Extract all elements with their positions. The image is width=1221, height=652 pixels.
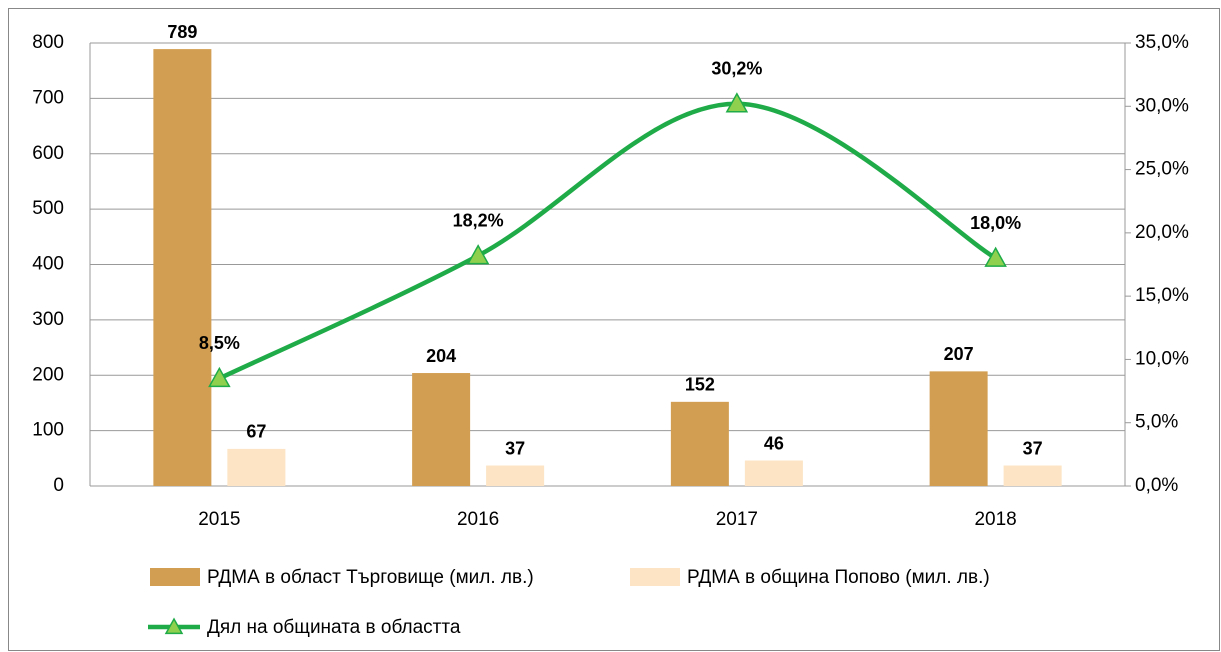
- bar: [153, 49, 212, 487]
- line-value-label: 8,5%: [199, 333, 240, 353]
- x-tick-label: 2016: [457, 509, 499, 530]
- legend-marker: [164, 617, 184, 635]
- line-marker: [208, 366, 231, 388]
- y2-tick-label: 35,0%: [1135, 32, 1189, 53]
- line-value-label: 18,2%: [453, 210, 504, 230]
- line-value-label: 18,0%: [970, 213, 1021, 233]
- y2-tick-label: 10,0%: [1135, 348, 1189, 369]
- x-tick-label: 2018: [974, 509, 1016, 530]
- line-marker: [466, 244, 490, 265]
- y-tick-label: 500: [32, 198, 64, 219]
- bar: [486, 465, 545, 486]
- x-tick-label: 2015: [198, 509, 240, 530]
- bar: [1003, 465, 1062, 486]
- x-tick-label: 2017: [716, 509, 758, 530]
- y2-tick-label: 30,0%: [1135, 95, 1189, 116]
- y2-tick-label: 0,0%: [1135, 475, 1178, 496]
- bar-value-label: 67: [246, 422, 266, 442]
- bar: [929, 371, 988, 486]
- bar: [670, 401, 729, 486]
- legend-label: РДМА в община Попово (мил. лв.): [687, 567, 990, 588]
- y-tick-label: 400: [32, 254, 64, 275]
- bar-value-label: 37: [505, 438, 525, 458]
- y-tick-label: 700: [32, 87, 64, 108]
- y-tick-label: 0: [53, 475, 64, 496]
- legend-label: РДМА в област Търговище (мил. лв.): [207, 567, 534, 588]
- bar: [227, 448, 286, 486]
- y-tick-label: 600: [32, 143, 64, 164]
- legend-label: Дял на общината в областта: [207, 617, 461, 638]
- bar: [412, 373, 471, 486]
- y-tick-label: 100: [32, 420, 64, 441]
- line-marker: [984, 246, 1007, 267]
- bar: [744, 460, 803, 486]
- y2-tick-label: 5,0%: [1135, 412, 1178, 433]
- bar-value-label: 789: [167, 22, 197, 42]
- y-tick-label: 200: [32, 364, 64, 385]
- y-tick-label: 800: [32, 32, 64, 53]
- line-value-label: 30,2%: [711, 59, 762, 79]
- bar-value-label: 152: [685, 375, 715, 395]
- bar-value-label: 207: [944, 344, 974, 364]
- bar-value-label: 46: [764, 433, 784, 453]
- line: [218, 101, 997, 381]
- legend-swatch: [630, 568, 680, 586]
- line-marker: [725, 92, 749, 113]
- y-tick-label: 300: [32, 309, 64, 330]
- y2-tick-label: 20,0%: [1135, 222, 1189, 243]
- bar-value-label: 204: [426, 346, 456, 366]
- bar-value-label: 37: [1023, 438, 1043, 458]
- y2-tick-label: 25,0%: [1135, 159, 1189, 180]
- legend-swatch: [150, 568, 200, 586]
- y2-tick-label: 15,0%: [1135, 285, 1189, 306]
